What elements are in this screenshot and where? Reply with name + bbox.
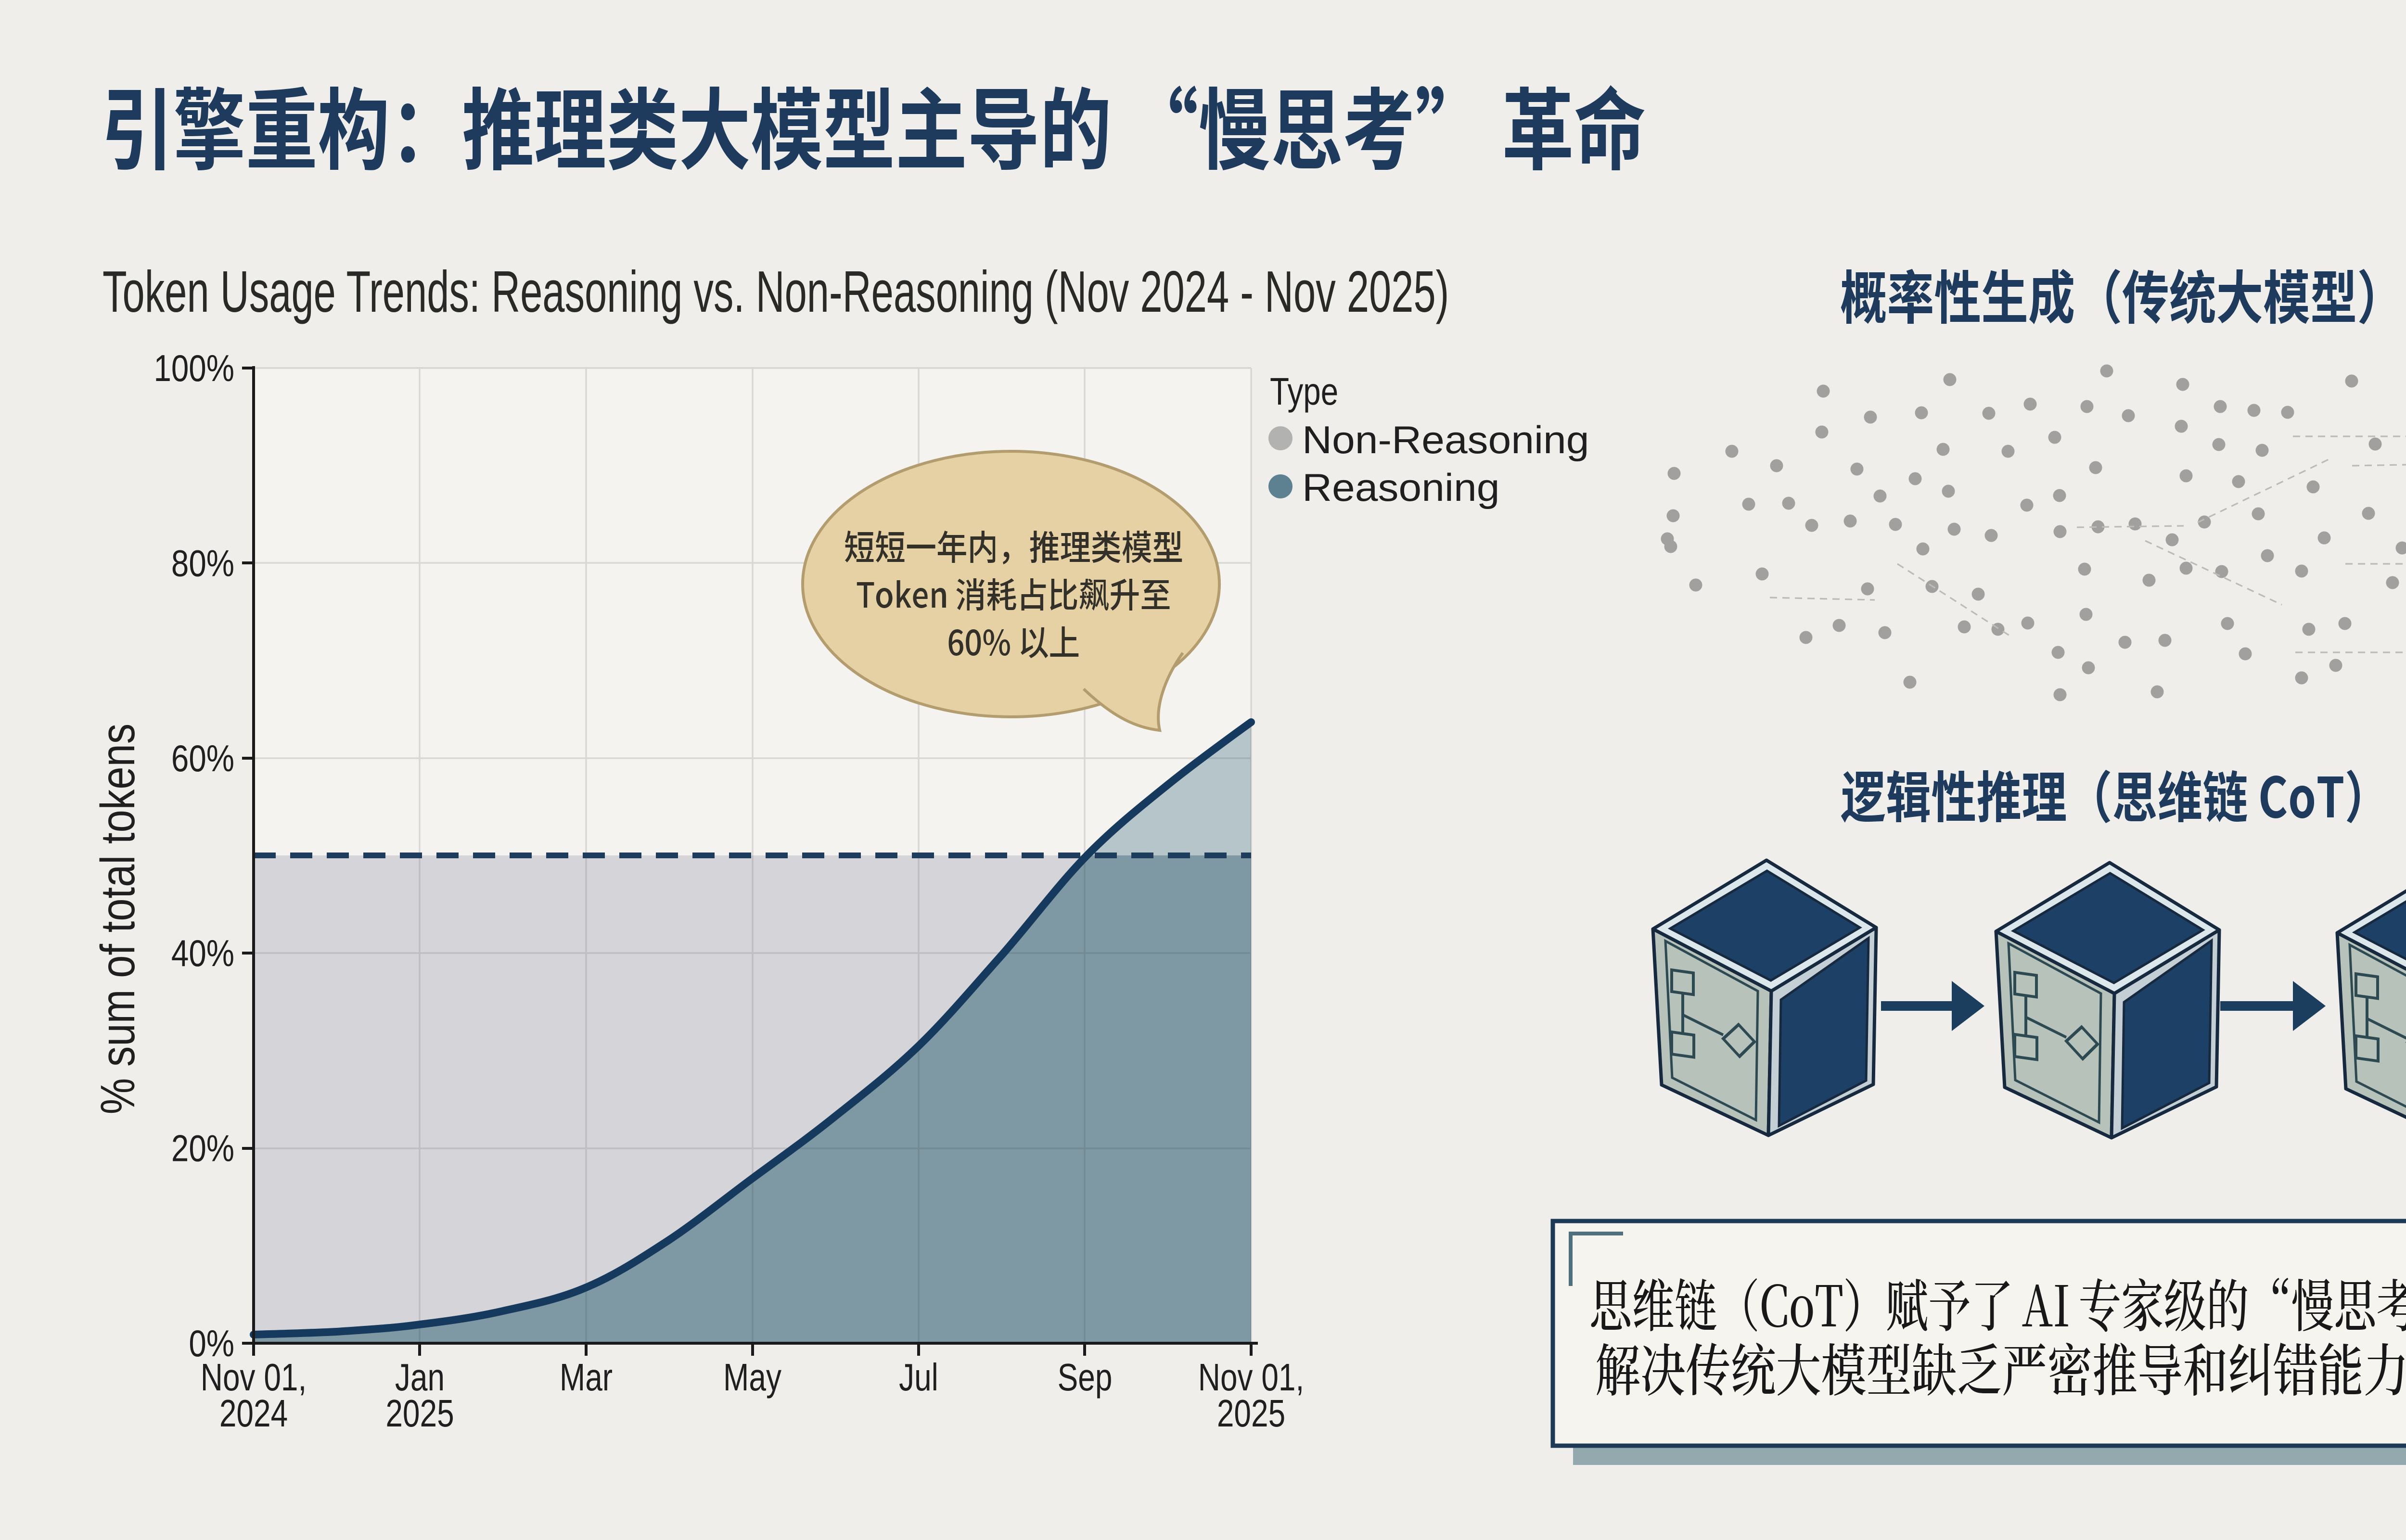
svg-text:60%: 60% (171, 738, 234, 779)
svg-text:Non-Reasoning: Non-Reasoning (1302, 418, 1589, 461)
svg-text:20%: 20% (171, 1128, 234, 1170)
svg-text:Nov 01,: Nov 01, (201, 1356, 307, 1399)
svg-text:2024: 2024 (219, 1392, 288, 1435)
svg-text:Sep: Sep (1058, 1356, 1113, 1399)
svg-text:Jan: Jan (395, 1356, 445, 1399)
svg-text:Jul: Jul (899, 1356, 938, 1399)
svg-text:Type: Type (1270, 370, 1338, 413)
svg-text:May: May (723, 1356, 782, 1399)
svg-text:Mar: Mar (560, 1356, 613, 1399)
svg-text:Reasoning: Reasoning (1302, 465, 1499, 509)
svg-text:40%: 40% (171, 933, 234, 975)
svg-text:% sum of total tokens: % sum of total tokens (90, 724, 144, 1115)
svg-text:2025: 2025 (385, 1392, 454, 1435)
svg-text:Token Usage Trends: Reasoning: Token Usage Trends: Reasoning vs. Non-Re… (102, 259, 1449, 325)
svg-text:0%: 0% (189, 1323, 234, 1365)
svg-text:Nov 01,: Nov 01, (1198, 1356, 1305, 1399)
svg-text:2025: 2025 (1217, 1392, 1285, 1435)
svg-text:100%: 100% (154, 348, 234, 390)
svg-text:80%: 80% (171, 543, 234, 585)
